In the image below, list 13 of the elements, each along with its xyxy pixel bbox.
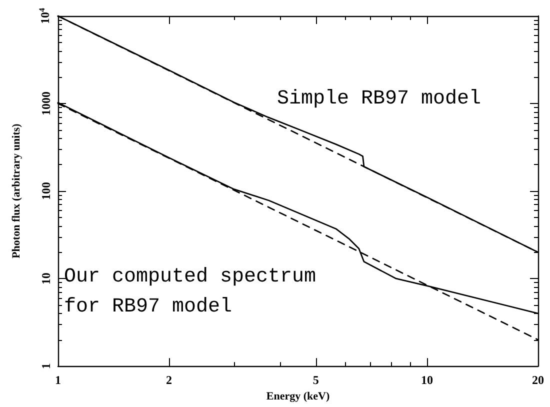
y-tick-label: 1 — [39, 363, 53, 370]
x-tick-label: 2 — [166, 373, 172, 388]
annotation: Our computed spectrum for RB97 model — [64, 266, 328, 318]
y-tick-label: 10 — [39, 272, 53, 285]
y-tick-label: 1000 — [39, 92, 53, 116]
annotation: Simple RB97 model — [277, 88, 482, 110]
x-tick-label: 20 — [532, 373, 544, 388]
x-tick-label: 5 — [312, 373, 319, 388]
x-axis-title: Energy (keV) — [266, 390, 330, 402]
y-tick-label: 104 — [38, 8, 52, 24]
x-tick-label: 10 — [420, 373, 433, 388]
y-tick-label: 100 — [39, 182, 53, 200]
y-axis-title: Photon flux (arbitrary units) — [10, 123, 22, 258]
